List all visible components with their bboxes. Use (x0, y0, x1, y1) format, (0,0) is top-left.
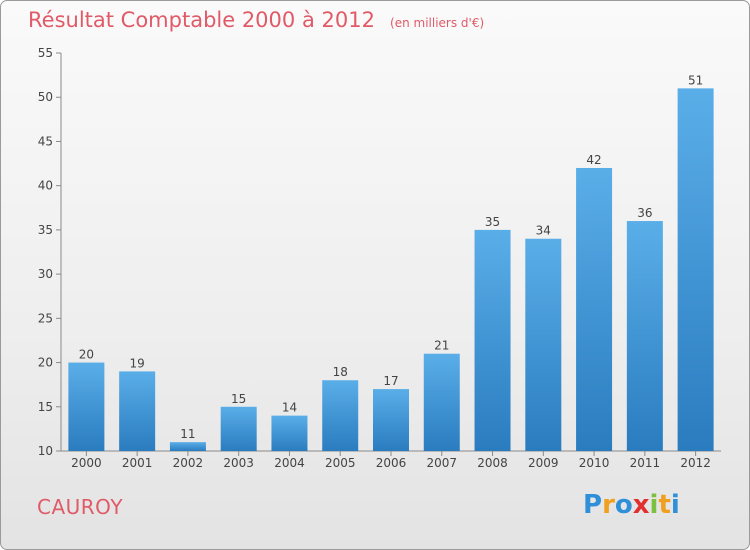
bars: 20 19 11 15 14 18 17 21 35 34 42 36 51 (68, 73, 714, 451)
logo-letter: r (602, 490, 615, 520)
logo-letter: i (649, 490, 659, 520)
logo-letter: o (614, 490, 633, 520)
y-tick-label: 35 (38, 223, 53, 237)
x-tick-label: 2010 (579, 456, 610, 470)
bar-value-label: 20 (79, 348, 94, 362)
axes: 10 15 20 25 30 35 40 45 50 55 2000 2001 2002 2003 2004… (38, 46, 721, 470)
bar-value-label: 18 (333, 365, 348, 379)
bar (373, 389, 409, 451)
bar-value-label: 34 (536, 224, 551, 238)
bar-value-label: 35 (485, 215, 500, 229)
y-tick-label: 50 (38, 90, 53, 104)
bar-value-label: 15 (231, 392, 246, 406)
logo-letter: x (632, 490, 650, 520)
title-row: Résultat Comptable 2000 à 2012 (en milli… (28, 8, 484, 32)
bar (271, 415, 308, 451)
bar-value-label: 17 (383, 374, 398, 388)
y-tick-label: 55 (38, 46, 53, 60)
bar-value-label: 36 (637, 206, 652, 220)
bar (576, 167, 613, 451)
y-tick-label: 45 (38, 134, 53, 148)
logo-letter: t (658, 490, 671, 520)
y-tick-label: 40 (38, 179, 53, 193)
x-tick-label: 2005 (325, 456, 356, 470)
bar (322, 380, 359, 451)
x-tick-label: 2001 (122, 456, 153, 470)
x-tick-label: 2008 (477, 456, 508, 470)
bar (68, 362, 105, 451)
bar-value-label: 11 (180, 427, 195, 441)
bar-value-label: 51 (688, 73, 703, 87)
bar-value-label: 21 (434, 339, 449, 353)
y-tick-label: 20 (38, 356, 53, 370)
y-tick-label: 10 (38, 444, 53, 458)
x-tick-label: 2012 (680, 456, 711, 470)
bar (119, 371, 156, 451)
x-tick-label: 2004 (274, 456, 305, 470)
x-tick-label: 2011 (630, 456, 661, 470)
bar (169, 442, 206, 451)
chart-title: Résultat Comptable 2000 à 2012 (28, 8, 375, 32)
x-tick-label: 2007 (426, 456, 457, 470)
commune-name: CAUROY (37, 495, 124, 519)
y-tick-label: 25 (38, 311, 53, 325)
chart-subtitle: (en milliers d'€) (390, 16, 485, 30)
y-tick-label: 15 (38, 400, 53, 414)
x-tick-label: 2002 (173, 456, 204, 470)
x-tick-label: 2009 (528, 456, 559, 470)
y-tick-label: 30 (38, 267, 53, 281)
bar (677, 88, 714, 451)
bar-value-label: 42 (586, 153, 601, 167)
x-tick-label: 2006 (376, 456, 407, 470)
logo-letter: P (583, 490, 603, 520)
proxiti-logo[interactable]: Proxiti (583, 490, 680, 520)
bar (423, 353, 460, 451)
bar (626, 221, 663, 451)
bar-value-label: 14 (282, 401, 297, 415)
bar (474, 229, 511, 451)
logo-letter: i (670, 490, 680, 520)
x-tick-label: 2003 (223, 456, 254, 470)
bar (220, 406, 257, 451)
bar-value-label: 19 (130, 356, 145, 370)
x-tick-label: 2000 (71, 456, 102, 470)
bar (525, 238, 562, 451)
